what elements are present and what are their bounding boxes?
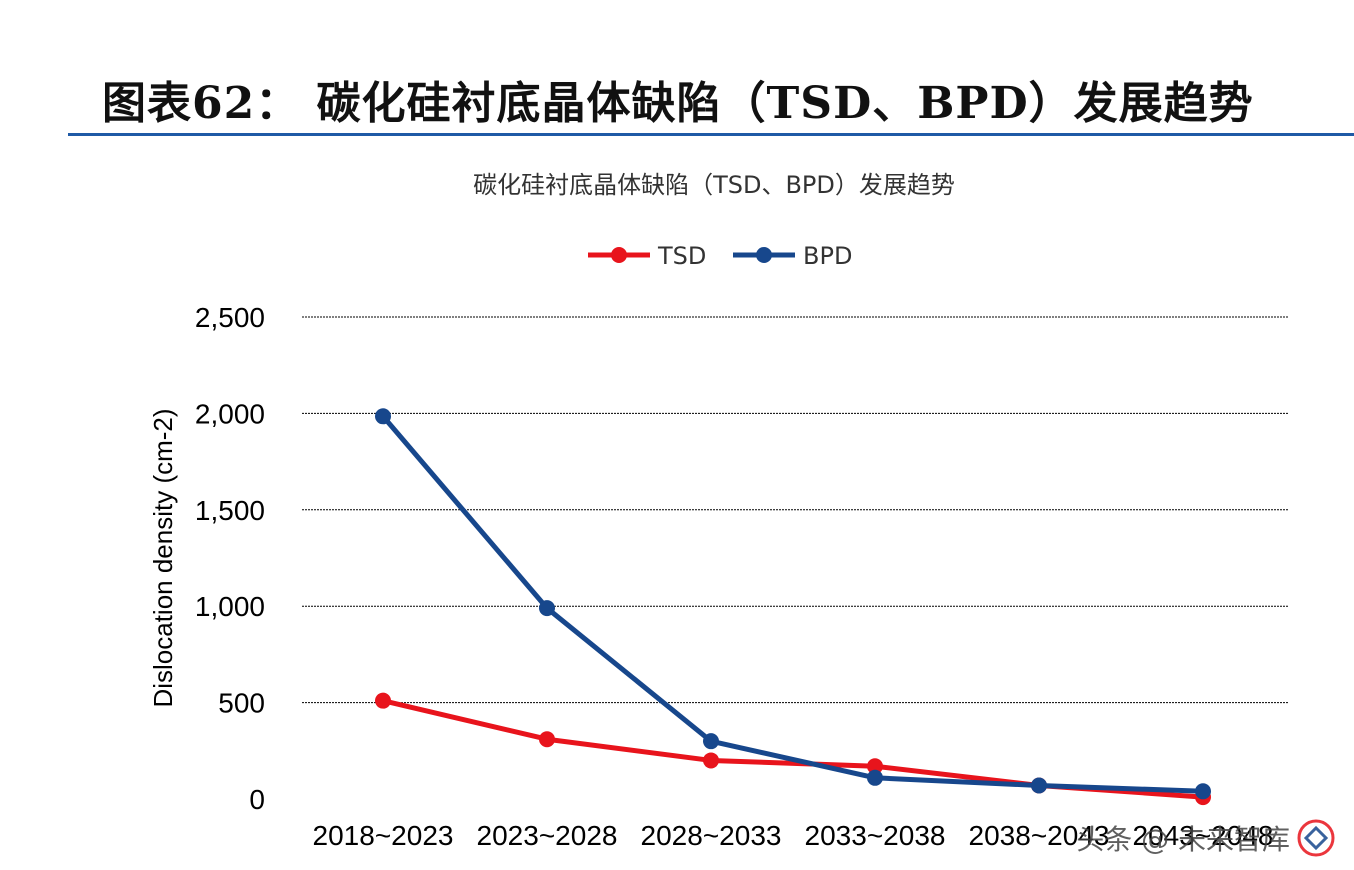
data-point [1031,777,1047,794]
series-line [380,413,1206,794]
page-heading: 图表62： 碳化硅衬底晶体缺陷（TSD、BPD）发展趋势 [102,78,1254,129]
legend-item-bpd: BPD [733,242,852,270]
chart-series [375,408,1211,806]
x-tick-label: 2033~2038 [805,820,946,851]
legend-swatch-marker [756,247,772,263]
data-point [539,600,555,617]
y-axis-label: Dislocation density (cm-2) [148,408,178,707]
data-point [1195,783,1211,800]
data-point [703,752,719,769]
data-point [375,692,391,709]
legend-item-tsd: TSD [588,242,706,270]
y-tick-label: 2,000 [195,398,265,429]
y-tick-label: 1,500 [195,495,265,526]
watermark-text: 头条 @ 未来智库 [1076,823,1290,856]
series-bpd [375,408,1211,800]
chart-legend: TSD BPD [588,242,852,270]
watermark-logo-icon [1297,819,1335,857]
y-tick-label: 2,500 [195,302,265,333]
series-line [380,698,1206,800]
y-tick-label: 0 [249,784,265,815]
data-point [703,733,719,750]
x-tick-label: 2038~2043 [969,820,1110,851]
x-tick-label: 2018~2023 [313,820,454,851]
x-axis-ticks: 2018~2023 2023~2028 2028~2033 2033~2038 2038… [313,820,1274,851]
x-tick-label: 2028~2033 [641,820,782,851]
y-tick-label: 500 [218,688,265,719]
watermark: 头条 @ 未来智库 [1076,818,1336,858]
data-point [867,758,883,775]
heading-rule [68,133,1354,136]
chart-gridlines [302,316,1289,704]
data-point [539,731,555,748]
y-tick-label: 1,000 [195,591,265,622]
data-point [375,408,391,425]
x-tick-label: 2023~2028 [477,820,618,851]
legend-label: BPD [803,242,852,270]
chart-title: 碳化硅衬底晶体缺陷（TSD、BPD）发展趋势 [473,171,955,199]
legend-swatch-marker [611,247,627,263]
y-axis-ticks: 0 500 1,000 1,500 2,000 2,500 [195,302,265,815]
data-point [867,769,883,786]
legend-label: TSD [657,242,706,270]
x-tick-label: 2043~2048 [1133,820,1274,851]
